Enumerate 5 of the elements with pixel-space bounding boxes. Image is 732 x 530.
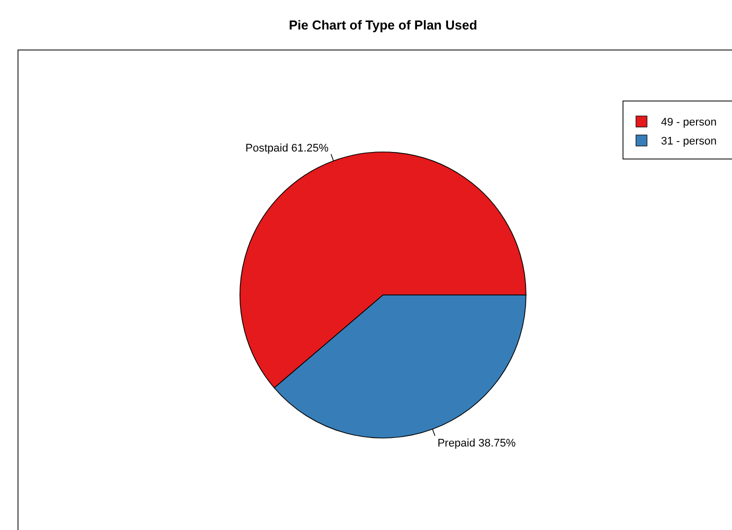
- legend-label: 49 - person: [661, 116, 717, 128]
- legend-label: 31 - person: [661, 135, 717, 148]
- chart-title: Pie Chart of Type of Plan Used: [288, 18, 478, 33]
- data-label: Postpaid 61.25%: [245, 142, 329, 154]
- data-label: Prepaid 38.75%: [437, 437, 516, 450]
